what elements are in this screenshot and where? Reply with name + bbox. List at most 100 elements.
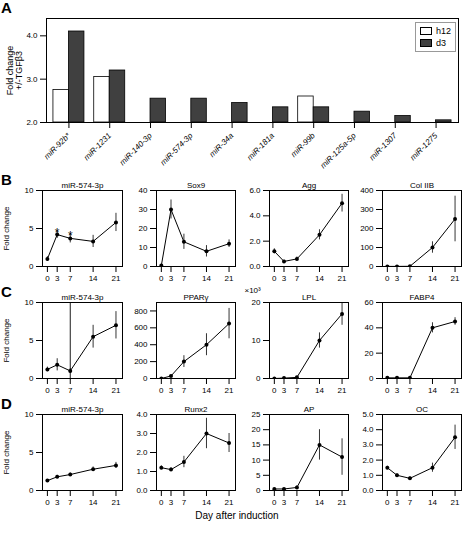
svg-text:14: 14 (428, 498, 437, 507)
svg-text:20: 20 (252, 298, 261, 307)
svg-text:5: 5 (29, 448, 34, 457)
svg-text:400: 400 (134, 340, 148, 349)
svg-text:3: 3 (55, 498, 60, 507)
svg-text:miR-1307: miR-1307 (368, 131, 399, 162)
svg-text:0: 0 (29, 486, 34, 495)
svg-text:21: 21 (225, 498, 234, 507)
svg-text:0: 0 (45, 498, 50, 507)
svg-text:Sox9: Sox9 (187, 181, 206, 190)
svg-text:4.0: 4.0 (249, 211, 261, 220)
svg-text:20: 20 (252, 425, 261, 434)
svg-text:3: 3 (282, 498, 287, 507)
svg-text:300: 300 (360, 205, 374, 214)
svg-text:3: 3 (395, 274, 400, 283)
svg-text:OC: OC (416, 405, 428, 414)
svg-text:21: 21 (451, 498, 460, 507)
svg-text:7: 7 (408, 386, 413, 395)
svg-text:400: 400 (360, 186, 374, 195)
svg-text:10: 10 (252, 336, 261, 345)
svg-text:7: 7 (68, 498, 73, 507)
svg-text:miR-574-3p: miR-574-3p (62, 181, 104, 190)
svg-text:21: 21 (338, 498, 347, 507)
svg-text:14: 14 (202, 274, 211, 283)
svg-text:3.0: 3.0 (26, 75, 38, 84)
svg-text:3: 3 (55, 274, 60, 283)
svg-text:miR-34a: miR-34a (208, 131, 236, 159)
svg-text:LPL: LPL (302, 293, 317, 302)
svg-text:21: 21 (451, 386, 460, 395)
svg-text:miR-181a: miR-181a (245, 131, 276, 162)
svg-text:miR-140-3p: miR-140-3p (118, 131, 154, 167)
svg-text:0: 0 (159, 498, 164, 507)
svg-text:Col IIB: Col IIB (410, 181, 434, 190)
svg-text:21: 21 (338, 386, 347, 395)
svg-text:*: * (68, 229, 73, 243)
svg-text:40: 40 (365, 323, 374, 332)
svg-text:0: 0 (369, 262, 374, 271)
svg-text:14: 14 (428, 274, 437, 283)
svg-text:*: * (55, 226, 60, 240)
svg-text:miR-574-3p: miR-574-3p (62, 293, 104, 302)
svg-text:21: 21 (112, 274, 121, 283)
svg-text:3.0: 3.0 (362, 440, 374, 449)
svg-text:20: 20 (139, 224, 148, 233)
svg-text:0: 0 (272, 386, 277, 395)
svg-text:Fold change+/-TGFβ3: Fold change+/-TGFβ3 (5, 46, 24, 96)
svg-text:0: 0 (272, 274, 277, 283)
svg-text:4.0: 4.0 (26, 31, 38, 40)
svg-text:0: 0 (272, 498, 277, 507)
svg-text:7: 7 (182, 274, 187, 283)
svg-text:10: 10 (139, 243, 148, 252)
svg-text:7: 7 (295, 386, 300, 395)
svg-text:miR-125a-5p: miR-125a-5p (319, 131, 358, 170)
svg-text:0: 0 (385, 498, 390, 507)
svg-text:2.0: 2.0 (362, 456, 374, 465)
svg-text:0: 0 (45, 274, 50, 283)
svg-text:0: 0 (143, 374, 148, 383)
svg-text:7: 7 (295, 498, 300, 507)
svg-text:7: 7 (68, 386, 73, 395)
svg-text:3: 3 (169, 498, 174, 507)
svg-text:5: 5 (256, 471, 261, 480)
svg-text:21: 21 (338, 274, 347, 283)
svg-text:3: 3 (282, 274, 287, 283)
svg-text:2.0: 2.0 (136, 448, 148, 457)
svg-text:miR-92b*: miR-92b* (42, 131, 73, 162)
svg-text:30: 30 (139, 205, 148, 214)
svg-text:21: 21 (451, 274, 460, 283)
svg-text:5.0: 5.0 (362, 410, 374, 419)
svg-text:14: 14 (315, 386, 324, 395)
svg-text:7: 7 (408, 498, 413, 507)
svg-text:25: 25 (252, 410, 261, 419)
svg-text:0.0: 0.0 (249, 262, 261, 271)
svg-text:3: 3 (395, 498, 400, 507)
svg-text:60: 60 (365, 298, 374, 307)
svg-text:3.0: 3.0 (136, 429, 148, 438)
svg-text:3: 3 (282, 386, 287, 395)
svg-text:0: 0 (143, 262, 148, 271)
svg-text:6.0: 6.0 (249, 186, 261, 195)
svg-text:14: 14 (428, 386, 437, 395)
svg-text:14: 14 (202, 498, 211, 507)
svg-text:15: 15 (252, 440, 261, 449)
svg-text:Runx2: Runx2 (184, 405, 208, 414)
svg-text:Fold change: Fold change (2, 318, 11, 363)
svg-text:miR-99b: miR-99b (289, 131, 317, 159)
svg-text:7: 7 (68, 274, 73, 283)
svg-text:3: 3 (395, 386, 400, 395)
svg-text:7: 7 (182, 498, 187, 507)
svg-text:200: 200 (360, 224, 374, 233)
svg-text:Fold change: Fold change (2, 206, 11, 251)
svg-text:21: 21 (112, 386, 121, 395)
svg-text:20: 20 (365, 349, 374, 358)
svg-text:10: 10 (252, 456, 261, 465)
svg-text:21: 21 (225, 386, 234, 395)
svg-text:1.0: 1.0 (136, 467, 148, 476)
svg-text:FABP4: FABP4 (410, 293, 435, 302)
svg-text:0: 0 (369, 374, 374, 383)
svg-text:Fold change: Fold change (2, 430, 11, 475)
svg-text:3: 3 (169, 386, 174, 395)
svg-text:miR-1231: miR-1231 (82, 131, 113, 162)
svg-text:800: 800 (134, 307, 148, 316)
svg-text:0.0: 0.0 (362, 486, 374, 495)
